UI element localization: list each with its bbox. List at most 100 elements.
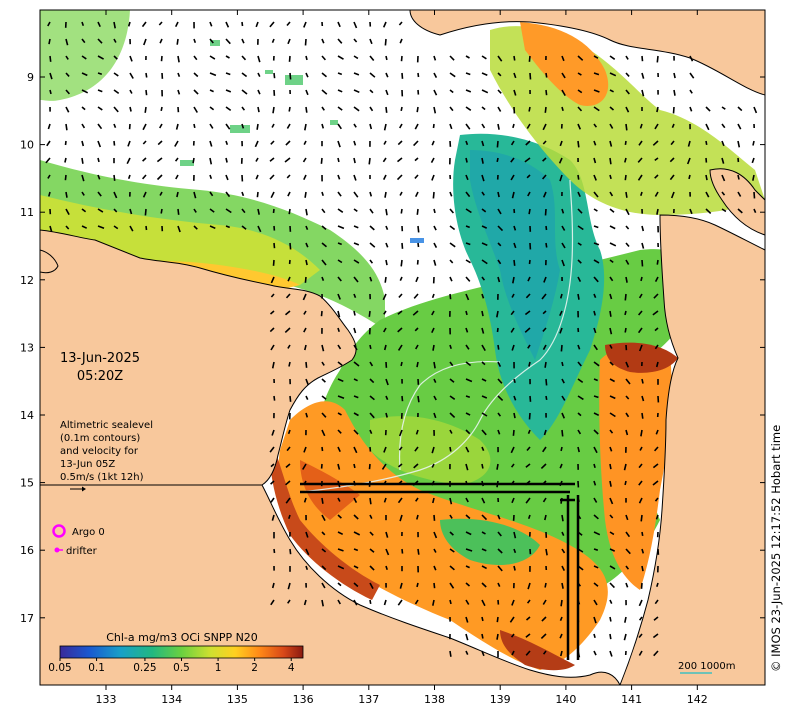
velocity-arrow (370, 464, 371, 469)
velocity-arrow (274, 549, 275, 553)
velocity-arrow (578, 141, 579, 147)
colorbar-tick-label: 4 (288, 662, 295, 674)
drifter-label: drifter (66, 546, 98, 557)
velocity-arrow (305, 192, 306, 198)
velocity-arrow (562, 107, 563, 111)
velocity-arrow (642, 56, 643, 61)
velocity-arrow (657, 56, 658, 62)
velocity-arrow (530, 73, 531, 79)
velocity-arrow (497, 141, 498, 147)
velocity-arrow (753, 141, 754, 146)
velocity-arrow (738, 175, 739, 180)
velocity-arrow (610, 158, 611, 164)
velocity-arrow (514, 379, 515, 383)
x-tick-label: 140 (555, 693, 576, 706)
velocity-arrow (530, 260, 531, 264)
velocity-arrow (530, 413, 531, 419)
velocity-arrow (642, 413, 643, 419)
velocity-arrow (626, 277, 627, 283)
velocity-arrow (689, 175, 690, 179)
velocity-arrow (417, 107, 418, 112)
velocity-arrow (274, 73, 275, 78)
velocity-arrow (482, 158, 483, 164)
velocity-arrow (625, 175, 626, 180)
velocity-arrow (561, 447, 562, 451)
velocity-arrow (530, 396, 531, 402)
velocity-arrow (193, 158, 194, 163)
x-tick-label: 134 (161, 693, 182, 706)
velocity-arrow (434, 583, 435, 588)
velocity-arrow (610, 634, 611, 639)
colorbar-tick-label: 0.25 (133, 662, 156, 674)
velocity-arrow (66, 141, 67, 145)
velocity-arrow (402, 549, 403, 554)
velocity-arrow (610, 175, 611, 179)
velocity-arrow (162, 56, 163, 61)
velocity-arrow (562, 583, 563, 589)
velocity-arrow (529, 107, 530, 112)
velocity-arrow (274, 243, 275, 248)
velocity-arrow (578, 175, 579, 180)
velocity-arrow (354, 464, 355, 468)
velocity-arrow (161, 107, 162, 111)
velocity-arrow (418, 226, 419, 232)
velocity-arrow (161, 209, 162, 214)
velocity-arrow (242, 22, 243, 26)
velocity-arrow (65, 158, 66, 163)
velocity-arrow (145, 107, 146, 113)
velocity-arrow (114, 141, 115, 146)
velocity-arrow (401, 362, 402, 366)
velocity-arrow (626, 192, 627, 198)
velocity-arrow (610, 481, 611, 487)
velocity-arrow (50, 90, 51, 94)
velocity-arrow (145, 209, 146, 215)
velocity-arrow (257, 192, 258, 197)
velocity-arrow (98, 158, 99, 162)
velocity-arrow (289, 362, 290, 367)
velocity-arrow (385, 39, 386, 45)
velocity-arrow (274, 396, 275, 401)
scale-bar-label: 200 1000m (678, 661, 735, 672)
colorbar-ramp (60, 646, 303, 658)
x-tick-label: 137 (358, 693, 379, 706)
altimetry-line-2: (0.1m contours) (60, 433, 140, 444)
velocity-arrow (626, 124, 627, 130)
velocity-arrow (498, 345, 499, 350)
velocity-arrow (545, 107, 546, 113)
velocity-arrow (434, 362, 435, 368)
velocity-arrow (177, 39, 178, 45)
velocity-arrow (322, 498, 323, 504)
velocity-arrow (657, 209, 658, 215)
velocity-arrow (418, 243, 419, 247)
y-tick-label: 15 (20, 477, 34, 490)
velocity-arrow (546, 90, 547, 95)
velocity-arrow (66, 192, 67, 198)
altimetry-line-5: 0.5m/s (1kt 12h) (60, 472, 144, 483)
velocity-arrow (561, 600, 562, 606)
velocity-arrow (306, 107, 307, 113)
velocity-arrow (146, 73, 147, 78)
velocity-arrow (401, 260, 402, 266)
velocity-arrow (289, 209, 290, 214)
velocity-arrow (498, 328, 499, 332)
velocity-arrow (130, 107, 131, 112)
velocity-arrow (370, 345, 371, 349)
y-tick-label: 13 (20, 341, 34, 354)
velocity-arrow (178, 56, 179, 62)
velocity-arrow (514, 56, 515, 61)
velocity-arrow (497, 634, 498, 640)
velocity-arrow (321, 158, 322, 164)
velocity-arrow (418, 396, 419, 402)
colorbar-tick-label: 0.05 (48, 662, 71, 674)
velocity-arrow (642, 532, 643, 536)
velocity-arrow (642, 583, 643, 589)
velocity-arrow (386, 209, 387, 215)
velocity-arrow (545, 362, 546, 368)
velocity-arrow (257, 124, 258, 130)
velocity-arrow (49, 39, 50, 44)
velocity-arrow (402, 396, 403, 401)
velocity-arrow (450, 600, 451, 604)
velocity-arrow (402, 73, 403, 79)
velocity-arrow (546, 396, 547, 400)
